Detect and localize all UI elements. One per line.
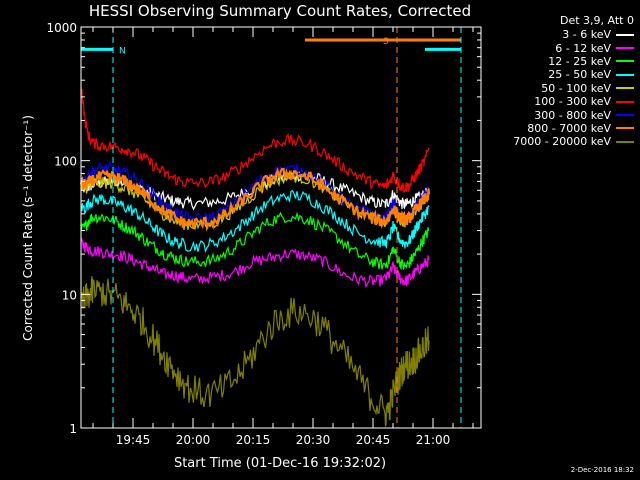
- legend-item-label: 7000 - 20000 keV: [513, 135, 611, 149]
- legend-item-label: 50 - 100 keV: [541, 81, 611, 95]
- marker-label-1: S: [383, 37, 389, 47]
- series-line-1: [80, 237, 430, 289]
- legend-swatch: [616, 114, 634, 117]
- x-tick-label-5: 21:00: [416, 433, 451, 447]
- legend-item-label: 800 - 7000 keV: [527, 121, 611, 135]
- legend-item-label: 12 - 25 keV: [548, 54, 611, 68]
- x-tick-label-0: 19:45: [116, 433, 151, 447]
- y-tick-label-2: 100: [54, 155, 77, 169]
- legend-item: 12 - 25 keV: [474, 55, 634, 68]
- legend-swatch: [616, 127, 634, 130]
- axis-layer: 1 10 100 1000 19:45 20:00 20:15 20:30 20:45 21:00: [46, 21, 482, 447]
- x-tick-label-2: 20:15: [236, 433, 271, 447]
- plot-frame: [80, 26, 482, 429]
- legend-item-label: 300 - 800 keV: [534, 108, 611, 122]
- legend: 3 - 6 keV 6 - 12 keV 12 - 25 keV 25 - 50 ke…: [474, 28, 634, 149]
- legend-item: 25 - 50 keV: [474, 68, 634, 81]
- series-line-4: [80, 169, 430, 230]
- series-line-3: [80, 189, 430, 253]
- series-line-8: [80, 276, 430, 428]
- legend-item: 300 - 800 keV: [474, 108, 634, 122]
- legend-swatch: [616, 47, 634, 50]
- series-line-7: [79, 166, 431, 233]
- legend-item-label: 3 - 6 keV: [562, 28, 611, 42]
- legend-item: 800 - 7000 keV: [474, 122, 634, 135]
- series-line-5: [80, 87, 430, 193]
- legend-item: 50 - 100 keV: [474, 82, 634, 95]
- legend-item-label: 100 - 300 keV: [534, 95, 611, 109]
- legend-swatch: [616, 73, 634, 76]
- x-tick-label-3: 20:30: [296, 433, 331, 447]
- y-tick-label-0: 1: [69, 422, 77, 436]
- legend-item: 6 - 12 keV: [474, 41, 634, 55]
- y-tick-label-1: 10: [62, 288, 77, 302]
- legend-item-label: 6 - 12 keV: [555, 41, 611, 55]
- legend-swatch: [616, 100, 634, 103]
- legend-header: Det 3,9, Att 0: [560, 14, 634, 27]
- legend-swatch: [616, 140, 634, 143]
- y-axis-label: Corrected Count Rate (s⁻¹ detector⁻¹): [21, 115, 35, 341]
- y-tick-label-3: 1000: [46, 21, 77, 35]
- legend-item: 7000 - 20000 keV: [474, 135, 634, 148]
- x-axis-label: Start Time (01-Dec-16 19:32:02): [174, 456, 386, 471]
- series-line-2: [80, 211, 430, 271]
- legend-swatch: [616, 33, 634, 36]
- plot-timestamp: 2-Dec-2016 18:32: [570, 466, 634, 474]
- chart-title: HESSI Observing Summary Count Rates, Cor…: [89, 2, 471, 20]
- marker-layer: NS: [81, 27, 462, 428]
- legend-item-label: 25 - 50 keV: [548, 68, 611, 82]
- marker-label-0: N: [119, 46, 126, 56]
- x-tick-label-1: 20:00: [176, 433, 211, 447]
- x-tick-label-4: 20:45: [356, 433, 391, 447]
- legend-item: 100 - 300 keV: [474, 95, 634, 108]
- series-layer: [79, 87, 431, 428]
- legend-swatch: [616, 60, 634, 63]
- legend-swatch: [616, 87, 634, 90]
- legend-item: 3 - 6 keV: [474, 28, 634, 41]
